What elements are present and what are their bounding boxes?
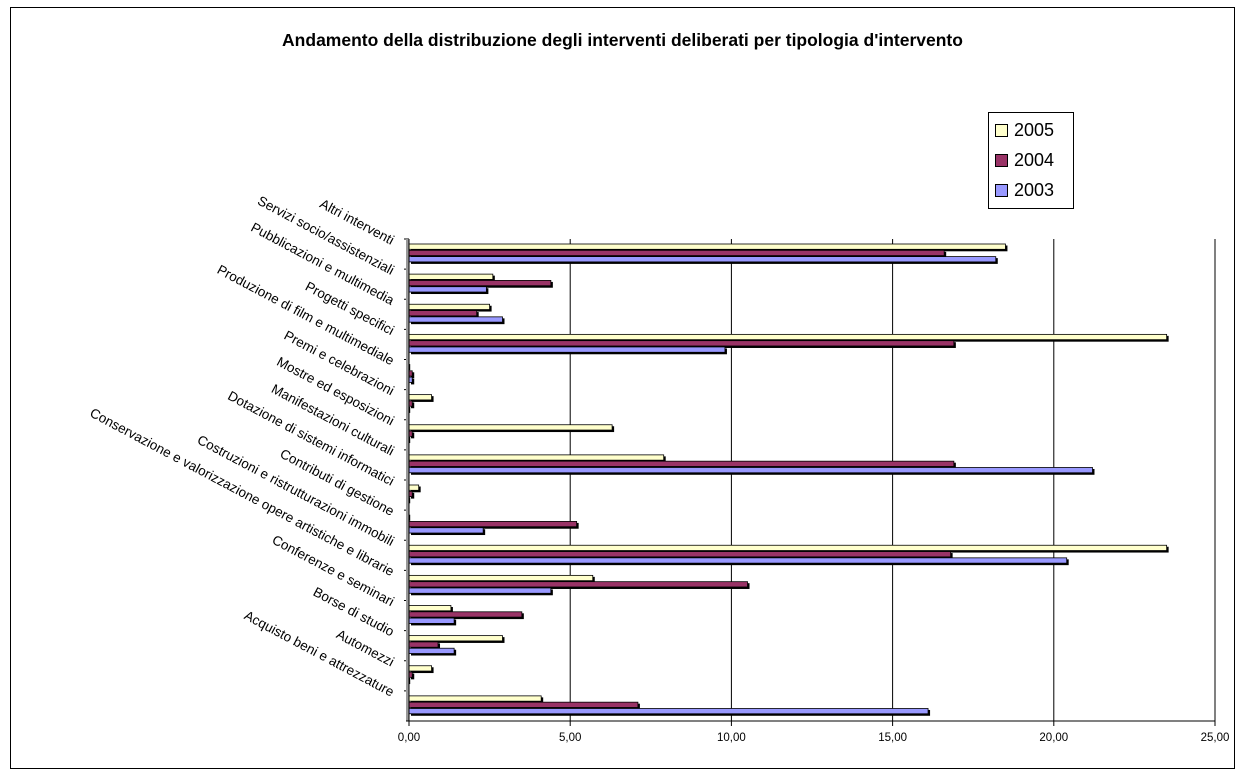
bar-progetti-specifici-2005 (408, 333, 1168, 341)
bar-conservazione-e-valorizzazione-opere-artistiche-e-librarie-2003 (408, 587, 552, 594)
x-tick-label: 15,00 (878, 732, 907, 744)
bar-servizi-socio-assistenziali-2005 (408, 273, 494, 280)
bar-altri-interventi-2004 (408, 249, 945, 257)
legend-item-2005: 2005 (995, 119, 1054, 141)
bar-conservazione-e-valorizzazione-opere-artistiche-e-librarie-2004 (408, 581, 748, 588)
bar-acquisto-beni-e-attrezzature-2005 (408, 695, 542, 702)
bar-borse-di-studio-2005 (408, 635, 503, 642)
bar-manifestazioni-culturali-2003 (408, 467, 1093, 474)
bar-altri-interventi-2003 (408, 256, 997, 263)
bar-costruzioni-e-ristrutturazioni-immobili-2004 (408, 551, 952, 558)
bar-dotazione-di-sistemi-informatici-2005 (408, 484, 420, 491)
bar-altri-interventi-2005 (408, 243, 1006, 250)
bar-progetti-specifici-2003 (408, 346, 726, 353)
x-tick-label: 20,00 (1039, 732, 1068, 744)
legend-label-2004: 2004 (1014, 149, 1055, 170)
bar-contributi-di-gestione-2003 (408, 527, 484, 534)
x-tick-label: 25,00 (1201, 732, 1230, 744)
bar-conferenze-e-seminari-2003 (408, 617, 455, 624)
legend-item-2004: 2004 (995, 149, 1054, 171)
bar-mostre-ed-esposizioni-2005 (408, 424, 613, 431)
bar-manifestazioni-culturali-2005 (408, 454, 665, 461)
x-tick-label: 0,00 (398, 732, 420, 744)
bar-costruzioni-e-ristrutturazioni-immobili-2003 (408, 557, 1068, 564)
bar-servizi-socio-assistenziali-2004 (408, 280, 552, 287)
bar-conservazione-e-valorizzazione-opere-artistiche-e-librarie-2005 (408, 574, 594, 582)
bar-contributi-di-gestione-2004 (408, 521, 578, 528)
legend-swatch-2004 (995, 153, 1008, 167)
bar-automezzi-2005 (408, 665, 432, 672)
legend-label-2005: 2005 (1014, 119, 1055, 140)
x-tick-label: 10,00 (717, 732, 746, 744)
legend-item-2003: 2003 (995, 179, 1054, 201)
legend-swatch-2003 (995, 183, 1008, 197)
bar-costruzioni-e-ristrutturazioni-immobili-2005 (408, 544, 1168, 551)
bar-premi-e-celebrazioni-2005 (408, 394, 432, 401)
bar-pubblicazioni-e-multimedia-2004 (408, 310, 478, 317)
bar-acquisto-beni-e-attrezzature-2003 (408, 708, 929, 715)
chart-title: Andamento della distribuzione degli inte… (282, 30, 963, 50)
legend-label-2003: 2003 (1014, 179, 1055, 200)
axis-wall (406, 239, 409, 721)
bar-pubblicazioni-e-multimedia-2003 (408, 316, 503, 323)
bar-conferenze-e-seminari-2005 (408, 605, 452, 612)
bar-manifestazioni-culturali-2004 (408, 460, 955, 467)
bar-acquisto-beni-e-attrezzature-2004 (408, 701, 639, 708)
bar-borse-di-studio-2003 (408, 647, 455, 654)
legend-swatch-2005 (995, 123, 1008, 137)
bar-servizi-socio-assistenziali-2003 (408, 286, 487, 293)
bar-progetti-specifici-2004 (408, 340, 955, 347)
chart-legend: 2005 2004 2003 (988, 112, 1074, 209)
bar-conferenze-e-seminari-2004 (408, 611, 523, 618)
x-tick-label: 5,00 (559, 732, 581, 744)
bar-pubblicazioni-e-multimedia-2005 (408, 303, 490, 310)
bar-borse-di-studio-2004 (408, 641, 439, 648)
